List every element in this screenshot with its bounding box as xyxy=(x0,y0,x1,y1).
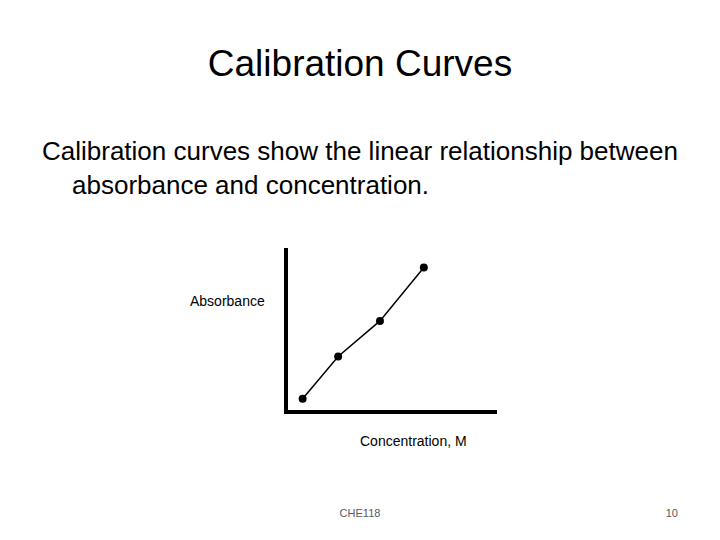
html-text:Calibration Curves: Calibration Curves xyxy=(207,43,513,84)
html-text:CHE118: CHE118 xyxy=(339,507,381,519)
svg-text:Concentration, M: Concentration, M xyxy=(360,433,467,449)
html-text:Calibration curves show the li: Calibration curves show the linear relat… xyxy=(42,136,678,200)
svg-text:Absorbance: Absorbance xyxy=(190,293,265,309)
html-text:10: 10 xyxy=(665,507,678,519)
